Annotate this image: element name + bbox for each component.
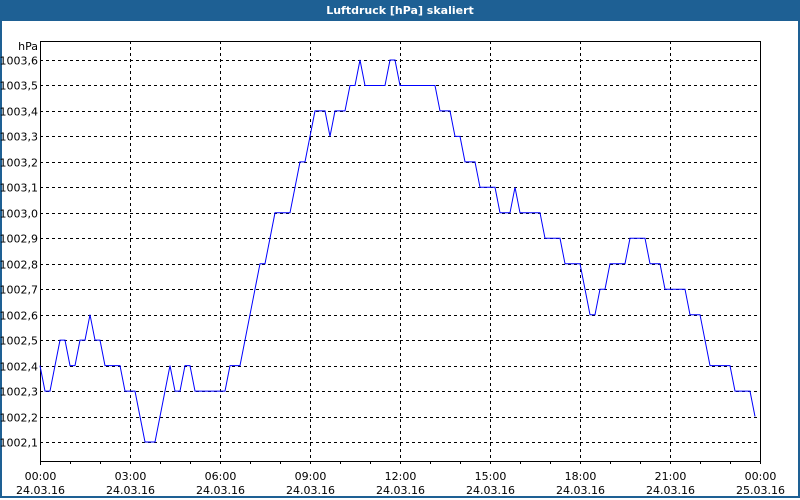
series <box>39 59 756 443</box>
x-tick-date: 24.03.16 <box>196 484 245 497</box>
grid <box>40 41 760 461</box>
y-tick-label: 1003,2 <box>0 157 38 170</box>
x-tick-time: 21:00 <box>655 470 687 483</box>
y-tick-label: 1002,2 <box>0 412 38 425</box>
x-tick-time: 00:00 <box>25 470 57 483</box>
y-tick-label: 1003,1 <box>0 182 38 195</box>
window-title: Luftdruck [hPa] skaliert <box>0 0 800 21</box>
x-tick-date: 24.03.16 <box>286 484 335 497</box>
x-tick-time: 12:00 <box>385 470 417 483</box>
x-tick-date: 24.03.16 <box>466 484 515 497</box>
y-tick-labels: 1002,1 1002,2 1002,3 1002,4 1002,5 1002,6 1002… <box>0 55 38 450</box>
y-tick-label: 1002,6 <box>0 310 38 323</box>
x-tick-date: 24.03.16 <box>376 484 425 497</box>
x-tick-date: 24.03.16 <box>106 484 155 497</box>
x-tick-time: 06:00 <box>205 470 237 483</box>
x-tick-time: 00:00 <box>745 470 777 483</box>
x-tick-time: 15:00 <box>475 470 507 483</box>
y-tick-label: 1003,4 <box>0 106 38 119</box>
y-tick-label: 1002,3 <box>0 386 38 399</box>
x-tick-date: 25.03.16 <box>736 484 785 497</box>
y-tick-label: 1003,0 <box>0 208 38 221</box>
x-tick-date: 24.03.16 <box>646 484 695 497</box>
y-tick-label: 1002,7 <box>0 284 38 297</box>
pressure-line <box>39 59 756 443</box>
y-tick-label: 1002,4 <box>0 361 38 374</box>
y-tick-label: 1002,8 <box>0 259 38 272</box>
y-tick-label: 1003,5 <box>0 80 38 93</box>
x-tick-date: 24.03.16 <box>556 484 605 497</box>
x-tick-date: 24.03.16 <box>16 484 65 497</box>
y-tick-label: 1002,9 <box>0 233 38 246</box>
axes <box>40 41 761 465</box>
y-axis-unit: hPa <box>18 40 38 53</box>
y-tick-label: 1002,5 <box>0 335 38 348</box>
x-tick-labels: 00:0024.03.1603:0024.03.1606:0024.03.160… <box>16 470 785 497</box>
y-tick-label: 1003,3 <box>0 131 38 144</box>
x-tick-time: 03:00 <box>115 470 147 483</box>
x-tick-time: 18:00 <box>565 470 597 483</box>
x-tick-time: 09:00 <box>295 470 327 483</box>
y-tick-label: 1003,6 <box>0 55 38 68</box>
y-tick-label: 1002,1 <box>0 437 38 450</box>
